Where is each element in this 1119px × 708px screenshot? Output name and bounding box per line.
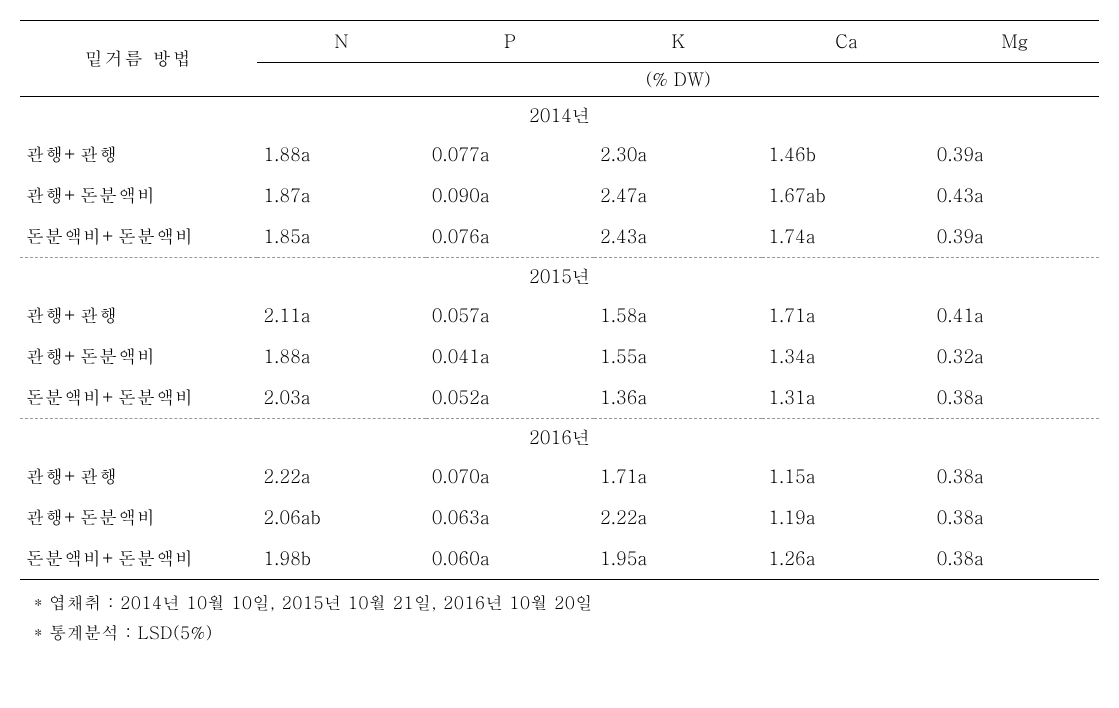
table-row: 관행+관행 1.88a 0.077a 2.30a 1.46b 0.39a [20,134,1099,175]
col-header-Ca: Ca [762,21,930,63]
year-label: 2015년 [20,258,1099,296]
data-cell: 1.87a [257,175,425,216]
method-cell: 관행+관행 [20,456,257,497]
data-cell: 0.38a [931,497,1099,538]
data-cell: 1.34a [762,336,930,377]
data-cell: 0.39a [931,134,1099,175]
data-cell: 1.31a [762,377,930,419]
data-cell: 1.58a [594,295,762,336]
data-cell: 0.052a [426,377,594,419]
method-header: 밑거름 방법 [20,21,257,97]
bottom-rule [20,580,1099,581]
col-header-Mg: Mg [931,21,1099,63]
data-cell: 2.22a [257,456,425,497]
year-row-2016: 2016년 [20,419,1099,457]
table-row: 돈분액비+돈분액비 1.98b 0.060a 1.95a 1.26a 0.38a [20,538,1099,580]
year-row-2014: 2014년 [20,97,1099,135]
data-cell: 2.47a [594,175,762,216]
data-cell: 0.057a [426,295,594,336]
col-header-N: N [257,21,425,63]
data-cell: 1.88a [257,134,425,175]
data-cell: 0.41a [931,295,1099,336]
footnote-sampling: * 엽채취 : 2014년 10월 10일, 2015년 10월 21일, 20… [34,590,1099,614]
method-cell: 돈분액비+돈분액비 [20,216,257,258]
data-cell: 1.71a [762,295,930,336]
method-cell: 관행+돈분액비 [20,336,257,377]
table-row: 돈분액비+돈분액비 2.03a 0.052a 1.36a 1.31a 0.38a [20,377,1099,419]
nutrient-table: 밑거름 방법 N P K Ca Mg (% DW) 2014년 관행+관행 1.… [20,20,1099,580]
data-cell: 1.71a [594,456,762,497]
data-cell: 1.55a [594,336,762,377]
data-cell: 0.38a [931,377,1099,419]
data-cell: 1.19a [762,497,930,538]
data-cell: 0.063a [426,497,594,538]
table-row: 관행+관행 2.22a 0.070a 1.71a 1.15a 0.38a [20,456,1099,497]
data-cell: 0.076a [426,216,594,258]
data-cell: 2.11a [257,295,425,336]
data-cell: 0.38a [931,538,1099,580]
data-cell: 0.070a [426,456,594,497]
table-row: 돈분액비+돈분액비 1.85a 0.076a 2.43a 1.74a 0.39a [20,216,1099,258]
col-header-P: P [426,21,594,63]
unit-label: (% DW) [257,63,1099,97]
data-cell: 1.67ab [762,175,930,216]
footnote-stats: * 통계분석 : LSD(5%) [34,620,1099,644]
year-label: 2014년 [20,97,1099,135]
data-cell: 2.43a [594,216,762,258]
header-row-1: 밑거름 방법 N P K Ca Mg [20,21,1099,63]
data-cell: 0.077a [426,134,594,175]
table-row: 관행+돈분액비 1.88a 0.041a 1.55a 1.34a 0.32a [20,336,1099,377]
method-cell: 관행+돈분액비 [20,175,257,216]
method-cell: 돈분액비+돈분액비 [20,377,257,419]
data-cell: 0.39a [931,216,1099,258]
data-cell: 1.85a [257,216,425,258]
data-cell: 0.32a [931,336,1099,377]
data-cell: 0.090a [426,175,594,216]
data-cell: 1.15a [762,456,930,497]
method-cell: 돈분액비+돈분액비 [20,538,257,580]
data-cell: 0.38a [931,456,1099,497]
method-cell: 관행+돈분액비 [20,497,257,538]
data-cell: 1.46b [762,134,930,175]
table-row: 관행+돈분액비 1.87a 0.090a 2.47a 1.67ab 0.43a [20,175,1099,216]
data-cell: 0.43a [931,175,1099,216]
data-cell: 1.88a [257,336,425,377]
col-header-K: K [594,21,762,63]
data-cell: 0.041a [426,336,594,377]
data-cell: 1.36a [594,377,762,419]
data-cell: 2.30a [594,134,762,175]
data-cell: 1.26a [762,538,930,580]
footnotes: * 엽채취 : 2014년 10월 10일, 2015년 10월 21일, 20… [20,590,1099,644]
method-cell: 관행+관행 [20,295,257,336]
data-cell: 1.95a [594,538,762,580]
data-cell: 2.03a [257,377,425,419]
table-row: 관행+관행 2.11a 0.057a 1.58a 1.71a 0.41a [20,295,1099,336]
table-row: 관행+돈분액비 2.06ab 0.063a 2.22a 1.19a 0.38a [20,497,1099,538]
data-cell: 1.74a [762,216,930,258]
year-label: 2016년 [20,419,1099,457]
data-cell: 1.98b [257,538,425,580]
method-cell: 관행+관행 [20,134,257,175]
data-cell: 2.22a [594,497,762,538]
year-row-2015: 2015년 [20,258,1099,296]
data-cell: 0.060a [426,538,594,580]
data-cell: 2.06ab [257,497,425,538]
